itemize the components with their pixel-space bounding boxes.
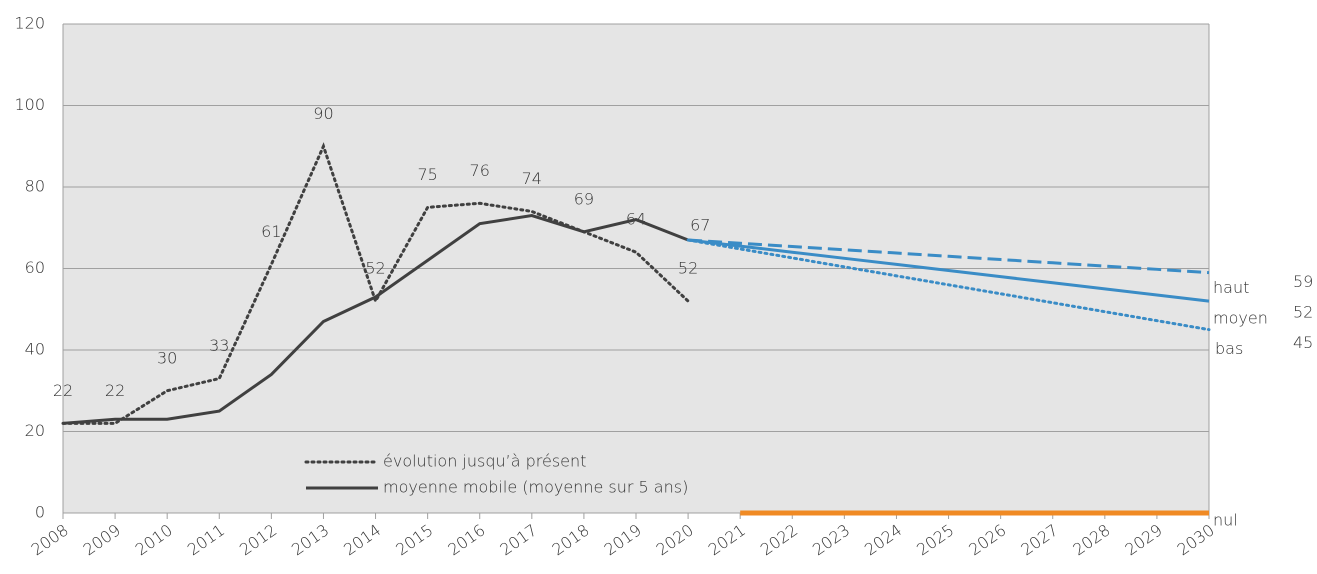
series-line	[686, 238, 1211, 332]
x-tick-label: 2020	[653, 520, 697, 559]
y-tick-label: 0	[35, 503, 45, 522]
data-label: 52	[365, 259, 385, 278]
x-tick-label: 2029	[1122, 520, 1166, 559]
x-tick-label: 2011	[184, 520, 228, 559]
x-tick-label: 2008	[28, 520, 72, 559]
data-label: 22	[53, 381, 73, 400]
x-tick-label: 2018	[549, 520, 593, 559]
x-tick-label: 2028	[1069, 520, 1113, 559]
series-line	[62, 213, 689, 425]
data-label: 74	[522, 169, 542, 188]
x-tick-label: 2022	[757, 520, 801, 559]
x-tick-label: 2024	[861, 520, 905, 559]
data-label: 22	[105, 381, 125, 400]
x-tick-label: 2012	[236, 520, 280, 559]
x-tick-label: 2009	[80, 520, 124, 559]
x-tick-label: 2016	[444, 520, 488, 559]
x-tick-label: 2023	[809, 520, 853, 559]
x-tick-label: 2026	[965, 520, 1009, 559]
end-label: haut	[1213, 278, 1249, 297]
x-tick-label: 2013	[288, 520, 332, 559]
data-label: 30	[157, 348, 177, 367]
x-tick-label: 2030	[1174, 520, 1218, 559]
end-label: moyen	[1213, 309, 1268, 328]
end-value-label: 59	[1293, 272, 1313, 291]
end-value-label: 52	[1293, 303, 1313, 322]
data-label: 75	[417, 165, 437, 184]
x-tick-label: 2015	[392, 520, 436, 559]
y-tick-label: 120	[14, 14, 45, 33]
data-label: 69	[574, 189, 594, 208]
end-value-label: 45	[1293, 333, 1313, 352]
start-value-label: 67	[690, 215, 710, 234]
legend-label: évolution jusqu’à présent	[383, 452, 586, 471]
end-label: bas	[1215, 339, 1243, 358]
x-tick-label: 2019	[601, 520, 645, 559]
data-label: 90	[313, 104, 333, 123]
end-label: nul	[1213, 511, 1238, 530]
series-line	[687, 238, 1210, 303]
y-tick-label: 60	[25, 258, 45, 277]
y-tick-label: 100	[14, 95, 45, 114]
y-tick-label: 80	[25, 177, 45, 196]
x-tick-label: 2027	[1017, 520, 1061, 559]
x-tick-label: 2017	[496, 520, 540, 559]
data-label: 52	[678, 259, 698, 278]
data-label: 76	[470, 161, 490, 180]
x-tick-label: 2021	[705, 520, 749, 559]
data-label: 33	[209, 336, 229, 355]
x-tick-label: 2014	[340, 520, 384, 559]
x-tick-label: 2025	[913, 520, 957, 559]
data-label: 61	[261, 222, 281, 241]
series-line	[687, 238, 1210, 275]
legend-label: moyenne mobile (moyenne sur 5 ans)	[383, 478, 688, 497]
y-tick-label: 20	[25, 421, 45, 440]
y-tick-label: 40	[25, 340, 45, 359]
x-tick-label: 2010	[132, 520, 176, 559]
